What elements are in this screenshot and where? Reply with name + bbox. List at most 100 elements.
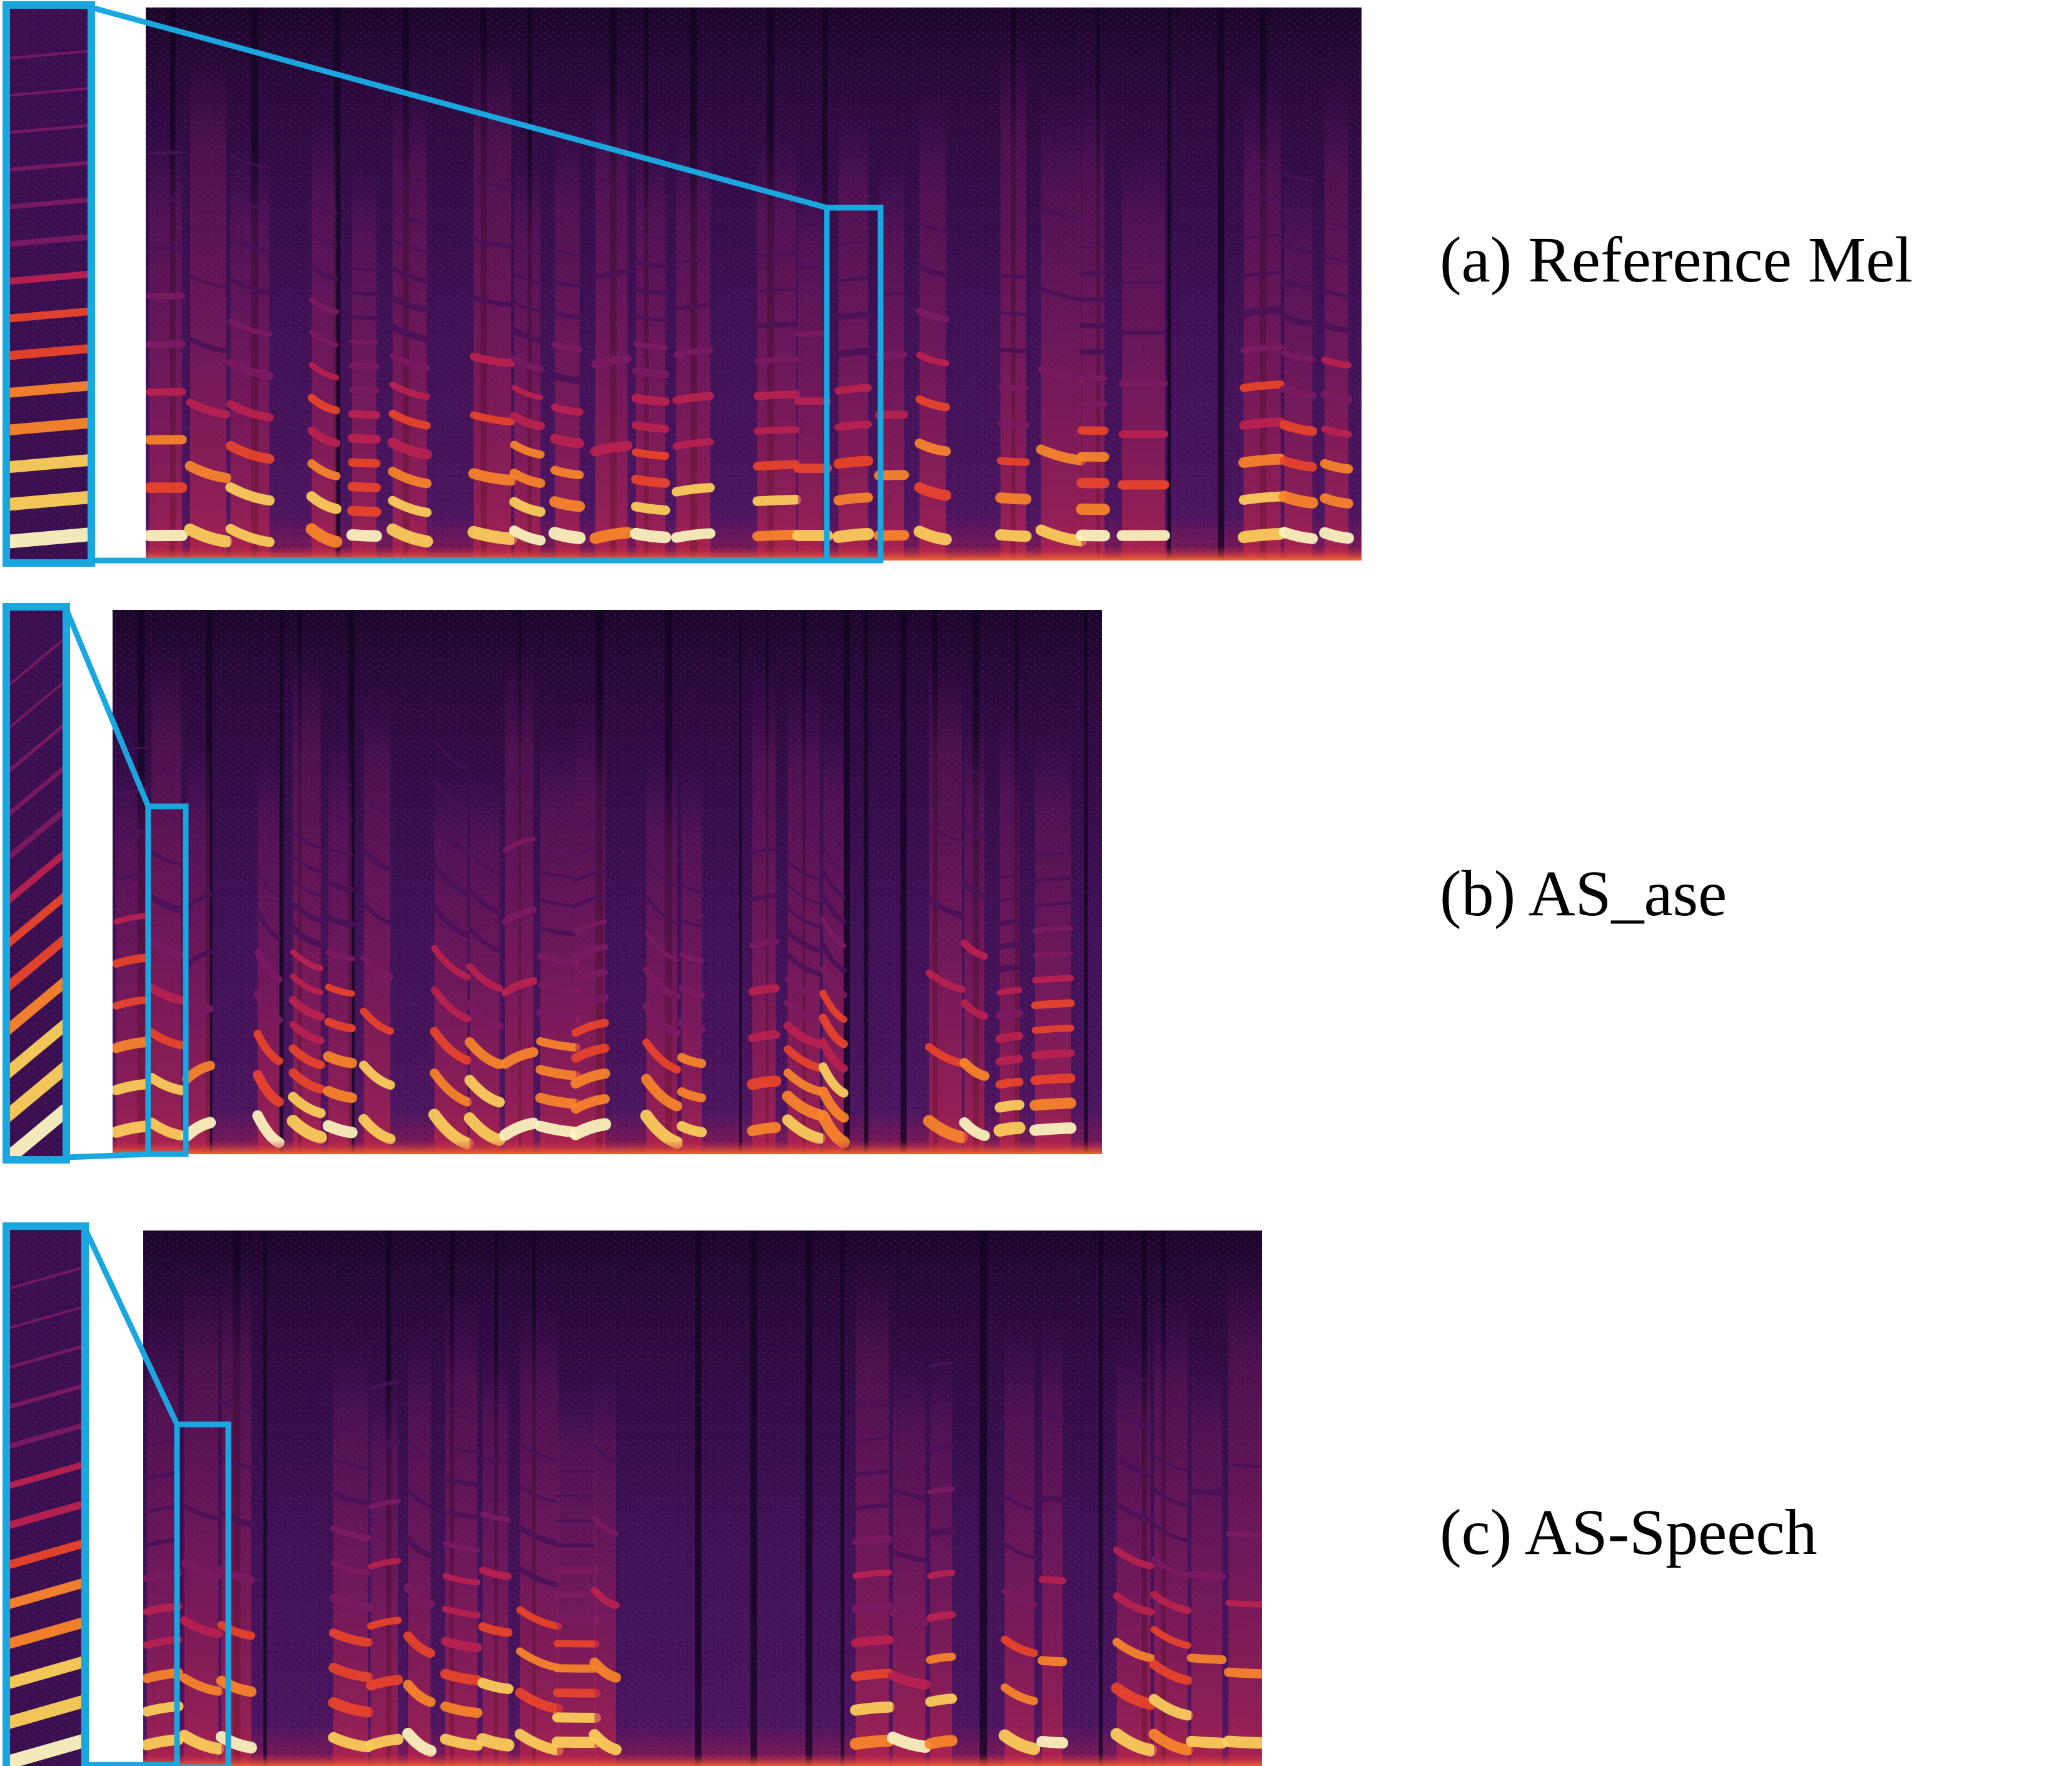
harmonic-band <box>186 398 231 419</box>
harmonic-band <box>924 1735 958 1750</box>
zoom-harmonic-band <box>6 1266 85 1291</box>
zoom-harmonic-band <box>6 721 66 775</box>
harmonic-band <box>1278 527 1318 544</box>
harmonic-band <box>1320 459 1353 474</box>
harmonic-band <box>466 962 503 992</box>
harmonic-band <box>362 794 392 816</box>
harmonic-band <box>552 279 582 289</box>
harmonic-band <box>1223 1735 1262 1749</box>
harmonic-band <box>998 1729 1041 1755</box>
harmonic-band <box>440 1701 483 1718</box>
harmonic-band <box>632 367 669 378</box>
harmonic-band <box>754 426 800 435</box>
harmonic-band <box>853 1469 892 1477</box>
spectrogram-as-speech <box>143 1231 1262 1766</box>
harmonic-band <box>324 1017 356 1033</box>
voiced-segment <box>594 1357 616 1766</box>
harmonic-band <box>360 954 394 980</box>
harmonic-band <box>1281 279 1315 290</box>
harmonic-band <box>220 1455 253 1470</box>
zoom-harmonic-band <box>6 49 91 60</box>
voiced-segment <box>1035 728 1071 1154</box>
zoom-harmonic-band <box>6 343 91 360</box>
harmonic-band <box>476 1733 515 1752</box>
harmonic-band <box>389 352 430 371</box>
harmonic-band <box>783 1068 824 1096</box>
harmonic-band <box>291 853 323 874</box>
harmonic-band <box>113 1037 151 1053</box>
panel-label-as-speech: (c) AS-Speech <box>1440 1496 1817 1568</box>
harmonic-band <box>1113 1592 1155 1616</box>
silence-gap <box>843 610 851 1154</box>
harmonic-band <box>1033 951 1073 958</box>
harmonic-band <box>182 1060 215 1084</box>
harmonic-band <box>351 243 378 247</box>
harmonic-band <box>113 1120 152 1138</box>
harmonic-band <box>994 1100 1024 1113</box>
harmonic-band <box>182 1503 221 1521</box>
harmonic-band <box>997 420 1029 429</box>
harmonic-band <box>553 217 580 225</box>
harmonic-band <box>228 318 273 337</box>
harmonic-band <box>113 996 150 1010</box>
zoom-harmonic-band <box>6 1062 66 1122</box>
harmonic-band <box>917 221 948 233</box>
harmonic-band <box>634 314 667 323</box>
harmonic-band <box>752 529 802 542</box>
harmonic-band <box>115 746 148 754</box>
harmonic-band <box>310 232 338 248</box>
harmonic-band <box>575 819 606 831</box>
harmonic-band <box>928 1361 954 1368</box>
harmonic-band <box>350 267 378 271</box>
voiced-segment <box>919 89 946 561</box>
harmonic-band <box>642 1002 681 1037</box>
harmonic-band <box>782 1090 826 1121</box>
harmonic-band <box>440 1668 483 1686</box>
harmonic-band <box>307 459 341 480</box>
harmonic-band <box>444 1412 478 1421</box>
zoom-harmonic-band <box>6 891 66 948</box>
harmonic-band <box>849 1734 896 1750</box>
harmonic-band <box>1003 1494 1036 1511</box>
harmonic-band <box>501 977 538 997</box>
harmonic-band <box>477 1677 513 1695</box>
harmonic-band <box>592 268 630 280</box>
harmonic-band <box>672 392 714 405</box>
harmonic-band <box>632 421 670 433</box>
zoom-harmonic-band <box>6 1305 85 1331</box>
harmonic-band <box>550 465 584 480</box>
voiced-segment <box>595 80 628 561</box>
harmonic-band <box>499 1117 540 1141</box>
harmonic-band <box>1033 851 1073 857</box>
harmonic-band <box>1186 1653 1227 1664</box>
harmonic-band <box>783 1022 824 1049</box>
harmonic-band <box>255 909 281 941</box>
zoom-harmonic-band <box>6 197 91 210</box>
harmonic-band <box>1110 1728 1158 1757</box>
harmonic-band <box>511 355 544 372</box>
harmonic-band <box>347 482 382 492</box>
harmonic-band <box>786 906 822 929</box>
harmonic-band <box>749 893 779 901</box>
harmonic-band <box>834 383 872 395</box>
harmonic-band <box>631 474 670 488</box>
harmonic-band <box>634 234 667 240</box>
harmonic-band <box>478 1566 512 1580</box>
harmonic-band <box>406 1487 433 1509</box>
harmonic-band <box>784 998 824 1025</box>
harmonic-band <box>328 1628 373 1647</box>
voiced-segment <box>482 1340 508 1766</box>
zoom-harmonic-band <box>6 490 91 511</box>
harmonic-band <box>430 1027 472 1065</box>
harmonic-band <box>1039 1414 1065 1421</box>
harmonic-band <box>672 438 714 450</box>
voiced-segment <box>505 652 533 1154</box>
harmonic-band <box>184 460 232 484</box>
silence-gap <box>1098 1231 1103 1766</box>
harmonic-band <box>1281 350 1316 363</box>
harmonic-band <box>148 893 185 913</box>
harmonic-band <box>995 1055 1024 1066</box>
harmonic-band <box>226 358 274 380</box>
harmonic-band <box>369 1380 400 1390</box>
